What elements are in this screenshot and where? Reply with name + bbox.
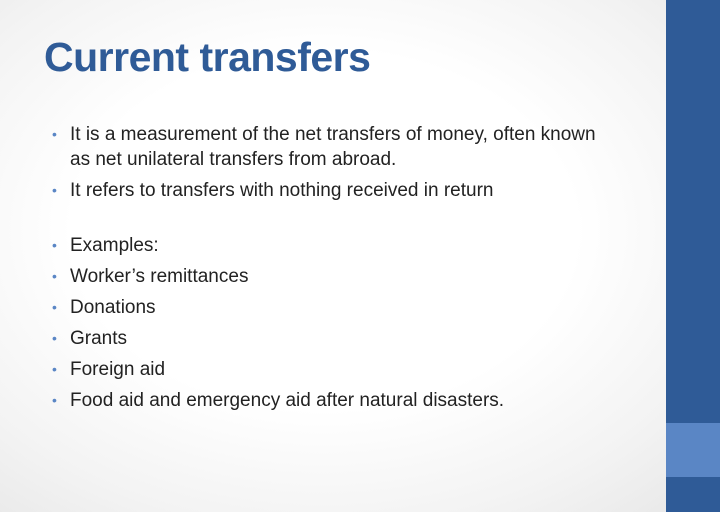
bullet-text: Donations <box>70 297 156 318</box>
bullet-item: • Foreign aid <box>52 357 612 382</box>
bullet-text: Grants <box>70 328 127 349</box>
bullet-item: • Worker’s remittances <box>52 264 612 289</box>
bullet-item: • Grants <box>52 326 612 351</box>
bullet-item: • It refers to transfers with nothing re… <box>52 178 612 203</box>
bullet-dot-icon: • <box>52 233 57 258</box>
bullet-dot-icon: • <box>52 122 57 147</box>
bullet-text: Foreign aid <box>70 359 165 380</box>
slide-title: Current transfers <box>44 34 370 81</box>
bullet-text: Worker’s remittances <box>70 266 248 287</box>
bullet-dot-icon: • <box>52 388 57 413</box>
bullet-dot-icon: • <box>52 357 57 382</box>
bullet-dot-icon: • <box>52 295 57 320</box>
bullet-item: • Donations <box>52 295 612 320</box>
bullet-item: • It is a measurement of the net transfe… <box>52 122 612 172</box>
sidebar-accent-block <box>666 423 720 477</box>
bullet-list: • It is a measurement of the net transfe… <box>52 122 612 419</box>
bullet-dot-icon: • <box>52 178 57 203</box>
bullet-item: • Food aid and emergency aid after natur… <box>52 388 612 413</box>
bullet-text: It is a measurement of the net transfers… <box>70 124 596 170</box>
bullet-text: Examples: <box>70 235 159 256</box>
bullet-item: • Examples: <box>52 233 612 258</box>
bullet-text: It refers to transfers with nothing rece… <box>70 180 493 201</box>
bullet-dot-icon: • <box>52 326 57 351</box>
bullet-dot-icon: • <box>52 264 57 289</box>
bullet-text: Food aid and emergency aid after natural… <box>70 390 504 411</box>
